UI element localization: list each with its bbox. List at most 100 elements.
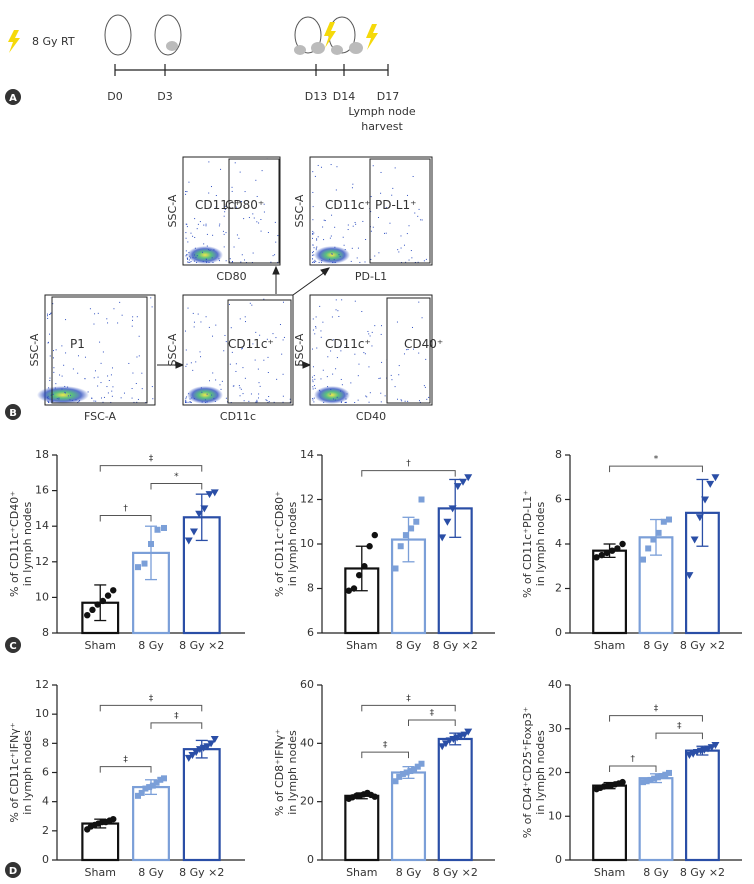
event-dot [334,246,336,248]
event-dot [407,348,409,350]
event-dot [313,375,315,377]
event-dot [350,382,352,384]
event-dot [49,313,51,315]
event-dot [189,401,191,403]
event-dot [238,385,240,387]
event-dot [314,175,316,177]
data-point [690,536,699,544]
event-dot [250,393,252,395]
event-dot [314,259,316,261]
event-dot [362,220,364,222]
data-point [654,774,661,781]
significance-bracket [99,515,152,522]
y-tick-label: 16 [35,484,49,497]
event-dot [93,377,95,379]
event-dot [428,396,430,398]
day-label: D0 [107,90,122,103]
x-tick-label: 8 Gy ×2 [179,639,224,652]
error-bar [449,478,462,538]
event-dot [58,397,60,399]
event-dot [337,310,339,312]
x-tick-label: 8 Gy [643,866,669,879]
event-dot [312,237,314,239]
data-point [418,760,425,767]
y-axis-label: % of CD11c⁺PD-L1⁺ [521,490,534,598]
event-dot [396,398,398,400]
event-dot [315,326,317,328]
panel-badge [5,862,21,878]
event-dot [138,355,140,357]
data-point [195,510,204,518]
event-dot [313,261,315,263]
event-dot [53,371,55,373]
event-dot [47,397,49,399]
data-point [711,474,720,482]
data-point [598,551,605,559]
event-dot [187,258,189,260]
significance-label: ‡ [149,694,154,704]
event-dot [119,301,121,303]
event-dot [135,382,137,384]
event-dot [65,352,67,354]
event-dot [224,208,226,210]
event-dot [212,372,214,374]
data-point [441,740,450,748]
significance-label: ‡ [406,694,411,704]
x-tick-label: 8 Gy [396,639,422,652]
event-dot [380,171,382,173]
event-dot [279,324,281,326]
significance-label: ‡ [654,704,659,714]
error-bar [145,525,157,581]
event-dot [344,401,346,403]
event-dot [230,401,232,403]
event-dot [371,331,373,333]
event-dot [132,316,134,318]
event-dot [235,363,237,365]
event-dot [385,207,387,209]
data-point [142,785,149,792]
event-dot [55,349,57,351]
event-dot [380,333,382,335]
event-dot [205,316,207,318]
event-dot [48,401,50,403]
bar [182,748,221,862]
event-dot [220,388,222,390]
event-dot [211,257,213,259]
panel-badge [5,637,21,653]
event-dot [189,401,191,403]
y-axis-label: in lymph nodes [21,502,34,587]
event-dot [327,356,329,358]
event-dot [48,341,50,343]
event-dot [234,162,236,164]
event-dot [231,190,233,192]
event-dot [312,348,314,350]
day-label: D13 [305,90,327,103]
density-blob [187,386,223,404]
y-tick-label: 14 [300,448,314,461]
event-dot [252,343,254,345]
event-dot [354,300,356,302]
event-dot [137,398,139,400]
event-dot [267,231,269,233]
event-dot [320,330,322,332]
event-dot [206,401,208,403]
event-dot [317,164,319,166]
x-tick-label: Sham [346,639,377,652]
y-tick-label: 2 [42,824,49,837]
event-dot [251,261,253,263]
event-dot [111,367,113,369]
event-dot [123,392,125,394]
event-dot [220,168,222,170]
bar [437,737,473,862]
event-dot [185,401,187,403]
event-dot [320,336,322,338]
event-dot [70,394,72,396]
event-dot [283,336,285,338]
event-dot [190,232,192,234]
event-dot [202,260,204,262]
data-point [608,547,616,554]
event-dot [49,377,51,379]
event-dot [381,361,383,363]
panel-badge [5,89,21,105]
data-point [418,496,425,503]
